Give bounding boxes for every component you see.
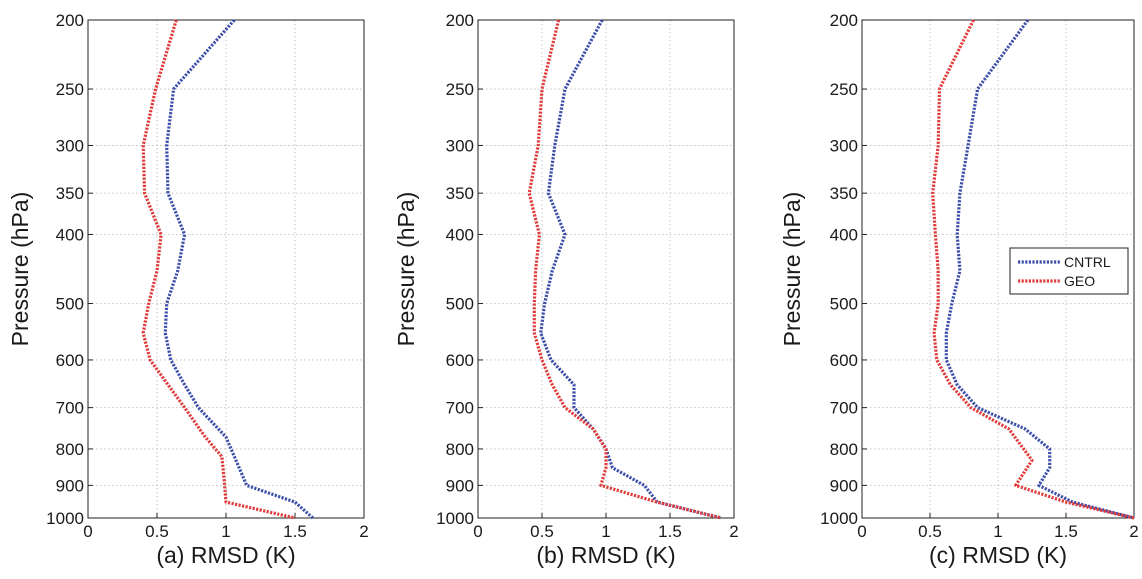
x-tick-label: 1 xyxy=(993,522,1002,541)
x-tick-label: 0.5 xyxy=(918,522,942,541)
y-tick-label: 300 xyxy=(830,136,858,155)
y-tick-label: 700 xyxy=(830,399,858,418)
x-axis-label: (c) RMSD (K) xyxy=(929,542,1067,568)
chart-panel-2: 0 0.5 1 1.5 2 200 250 300 350 400 500 600 700 800 900 1… xyxy=(393,11,739,568)
y-tick-label: 350 xyxy=(446,184,474,203)
y-tick-label: 800 xyxy=(446,440,474,459)
legend-label-geo: GEO xyxy=(1064,273,1095,289)
y-tick-label: 600 xyxy=(830,351,858,370)
legend-label-cntrl: CNTRL xyxy=(1064,254,1111,270)
y-tick-label: 600 xyxy=(446,351,474,370)
legend: CNTRL GEO xyxy=(1009,247,1129,295)
y-tick-label: 800 xyxy=(830,440,858,459)
y-tick-label: 500 xyxy=(830,295,858,314)
x-tick-label: 2 xyxy=(729,522,738,541)
x-tick-label: 1.5 xyxy=(658,522,682,541)
y-axis-label: Pressure (hPa) xyxy=(779,192,805,347)
x-tick-label: 0 xyxy=(83,522,92,541)
y-tick-label: 900 xyxy=(830,476,858,495)
series-line-geo xyxy=(527,19,722,520)
y-tick-label: 350 xyxy=(830,184,858,203)
series-line-cntrl xyxy=(539,19,722,520)
y-tick-label: 500 xyxy=(446,295,474,314)
x-tick-label: 2 xyxy=(1129,522,1138,541)
x-tick-label: 0 xyxy=(857,522,866,541)
y-tick-label: 200 xyxy=(446,11,474,30)
y-tick-label: 500 xyxy=(56,295,84,314)
y-tick-label: 700 xyxy=(446,399,474,418)
legend-box xyxy=(1009,247,1129,295)
y-tick-label: 700 xyxy=(56,399,84,418)
x-tick-label: 0.5 xyxy=(530,522,554,541)
y-axis-label: Pressure (hPa) xyxy=(393,192,419,347)
x-tick-label: 1.5 xyxy=(283,522,307,541)
y-tick-label: 300 xyxy=(56,136,84,155)
y-tick-label: 1000 xyxy=(820,509,858,528)
y-tick-label: 400 xyxy=(56,225,84,244)
y-tick-label: 600 xyxy=(56,351,84,370)
y-tick-label: 1000 xyxy=(436,509,474,528)
y-tick-label: 900 xyxy=(446,476,474,495)
x-tick-label: 0.5 xyxy=(145,522,169,541)
series-line-geo xyxy=(931,19,1135,520)
x-axis-label: (a) RMSD (K) xyxy=(156,542,295,568)
y-axis-label: Pressure (hPa) xyxy=(7,192,33,347)
y-tick-label: 250 xyxy=(56,80,84,99)
y-tick-label: 300 xyxy=(446,136,474,155)
y-tick-label: 200 xyxy=(830,11,858,30)
chart-panel-1: 0 0.5 1 1.5 2 200 250 300 350 400 500 600 700 800 900 1… xyxy=(7,11,369,568)
series-line-geo xyxy=(141,19,296,520)
y-tick-label: 350 xyxy=(56,184,84,203)
y-tick-label: 800 xyxy=(56,440,84,459)
chart-panel-3: 0 0.5 1 1.5 2 200 250 300 350 400 500 600 700 800 900 1… xyxy=(779,11,1139,568)
x-tick-label: 1 xyxy=(221,522,230,541)
y-tick-label: 200 xyxy=(56,11,84,30)
y-tick-label: 250 xyxy=(830,80,858,99)
y-tick-label: 900 xyxy=(56,476,84,495)
y-tick-label: 250 xyxy=(446,80,474,99)
x-tick-label: 1.5 xyxy=(1054,522,1078,541)
y-tick-label: 400 xyxy=(446,225,474,244)
series-line-cntrl xyxy=(163,18,314,520)
x-tick-label: 1 xyxy=(601,522,610,541)
x-tick-label: 0 xyxy=(473,522,482,541)
y-tick-label: 1000 xyxy=(46,509,84,528)
x-axis-label: (b) RMSD (K) xyxy=(536,542,675,568)
series-line-cntrl xyxy=(944,19,1135,520)
y-tick-label: 400 xyxy=(830,225,858,244)
x-tick-label: 2 xyxy=(359,522,368,541)
